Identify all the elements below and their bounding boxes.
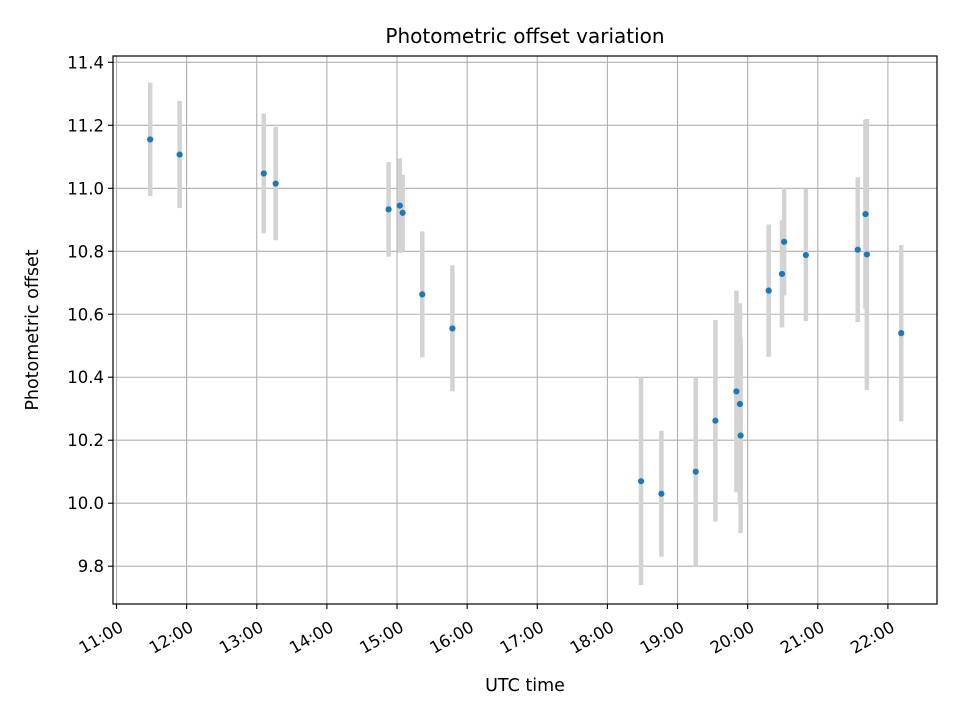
data-points xyxy=(147,136,905,497)
data-point xyxy=(385,206,392,213)
y-tick-label: 11.2 xyxy=(67,116,104,135)
data-point xyxy=(176,151,183,158)
data-point xyxy=(862,211,869,218)
data-point xyxy=(778,270,786,278)
data-point xyxy=(898,330,905,337)
data-point xyxy=(637,478,645,485)
y-tick-label: 10.0 xyxy=(67,494,104,513)
data-point xyxy=(658,490,665,497)
data-point xyxy=(802,251,809,259)
data-point xyxy=(399,209,406,216)
data-point xyxy=(765,287,772,294)
y-tick-label: 10.4 xyxy=(67,368,104,387)
y-tick-label: 9.8 xyxy=(78,557,104,576)
plot-area-frame xyxy=(112,55,938,605)
data-point xyxy=(147,136,154,143)
y-tick-label: 11.4 xyxy=(67,53,104,72)
y-axis-title: Photometric offset xyxy=(23,249,43,410)
data-point xyxy=(692,468,699,475)
chart-title: Photometric offset variation xyxy=(385,24,664,48)
x-axis-title: UTC time xyxy=(485,676,565,696)
data-point xyxy=(396,202,403,209)
data-point xyxy=(781,238,788,245)
data-point xyxy=(272,180,279,187)
y-tick-label: 10.6 xyxy=(67,305,104,324)
data-point xyxy=(712,417,719,424)
grid xyxy=(113,56,937,604)
y-tick-label: 10.2 xyxy=(67,431,104,450)
y-tick-label: 10.8 xyxy=(67,242,104,261)
data-point xyxy=(419,291,426,298)
data-point xyxy=(737,432,744,439)
data-point xyxy=(260,170,267,177)
data-point xyxy=(449,325,456,332)
data-point xyxy=(863,251,870,258)
data-point xyxy=(854,246,861,253)
data-point xyxy=(733,388,740,395)
data-point xyxy=(736,400,744,408)
y-tick-label: 11.0 xyxy=(67,179,104,198)
